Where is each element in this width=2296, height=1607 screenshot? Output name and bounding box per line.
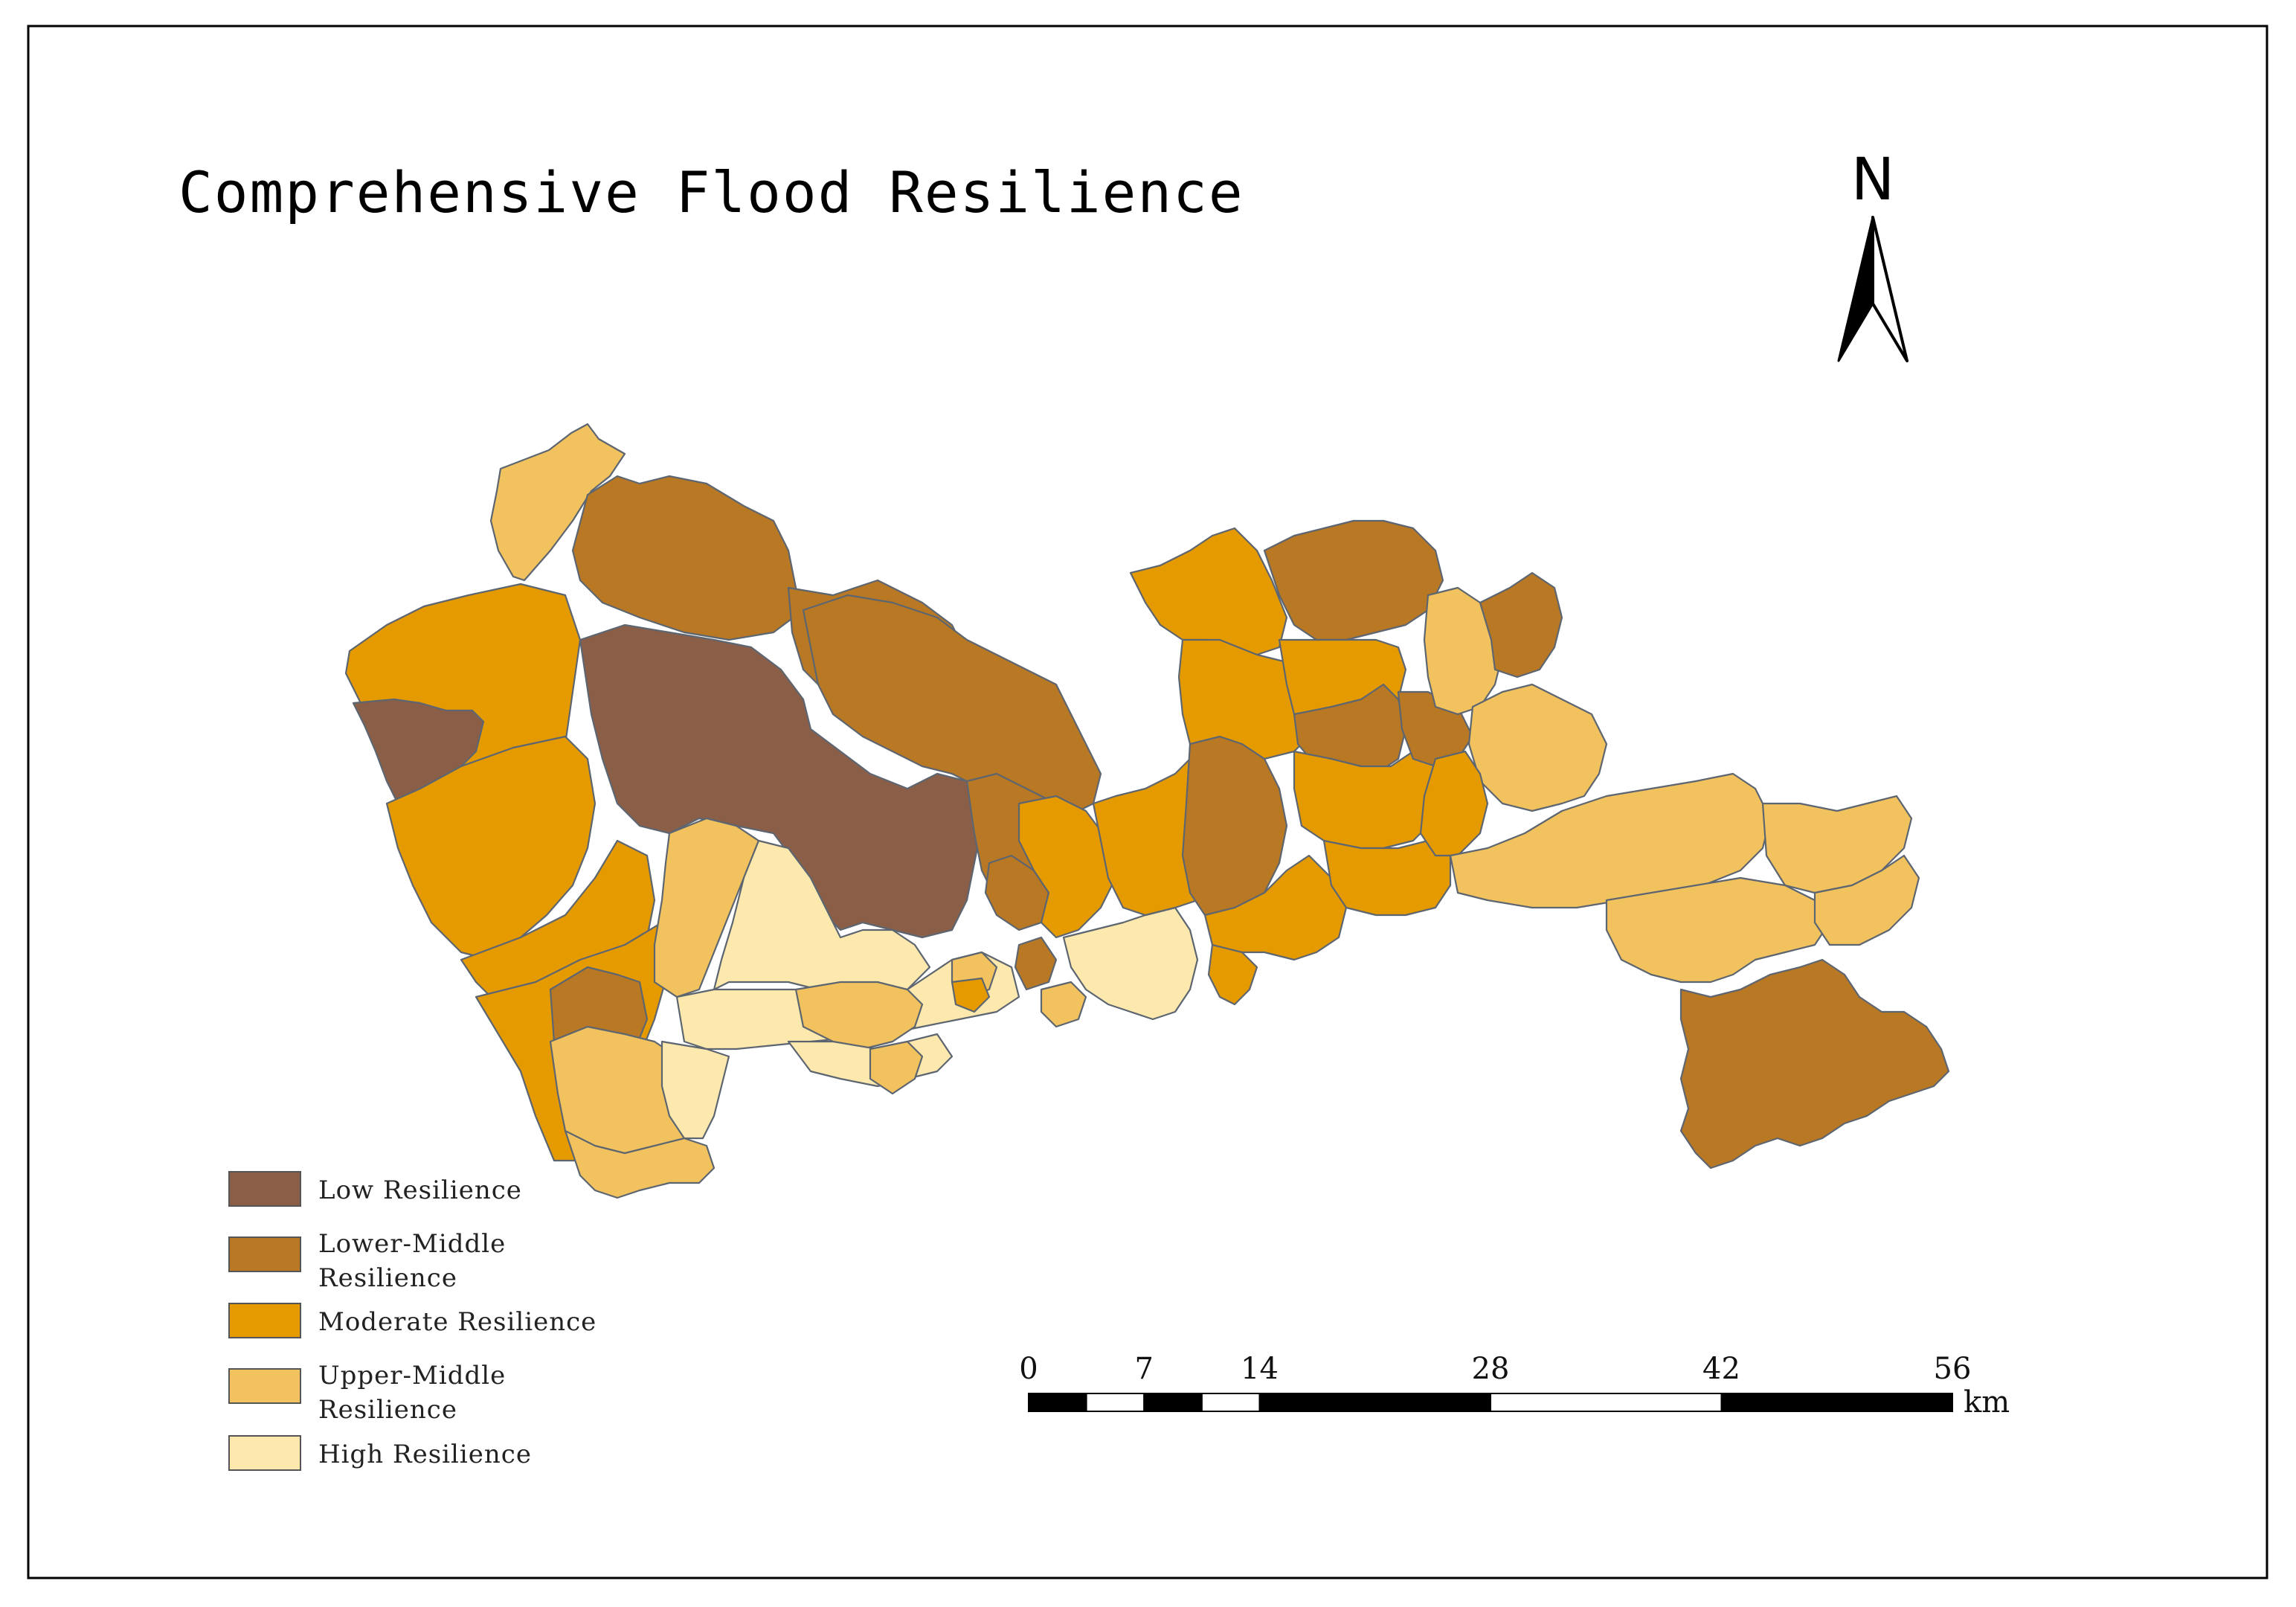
scale-bar-tick-label: 7 [1135, 1352, 1154, 1386]
scale-bar-segment [1200, 1393, 1261, 1412]
district-region[interactable] [564, 1129, 716, 1199]
scale-bar-tick-label: 56 [1934, 1352, 1972, 1386]
legend-label: Lower-Middle [318, 1229, 506, 1259]
district-region[interactable] [1207, 943, 1258, 1006]
district-region[interactable] [1679, 958, 1950, 1170]
district-region[interactable] [1263, 519, 1444, 641]
legend-swatch [228, 1171, 301, 1207]
legend-label: Moderate Resilience [318, 1307, 596, 1337]
district-region[interactable] [1040, 981, 1087, 1028]
legend-item: Low Resilience [228, 1171, 522, 1207]
scale-bar-segment [1085, 1393, 1145, 1412]
district-region[interactable] [385, 735, 596, 961]
districts-layer [344, 423, 1950, 1199]
legend-swatch [228, 1236, 301, 1272]
district-region[interactable] [660, 1040, 730, 1140]
legend-swatch [228, 1303, 301, 1338]
map-neatline [27, 25, 2268, 1579]
scale-bar-tick-label: 28 [1472, 1352, 1510, 1386]
legend-label: Resilience [318, 1395, 457, 1425]
district-region[interactable] [1479, 571, 1563, 679]
district-region[interactable] [951, 977, 991, 1013]
scale-bar-segment [1490, 1393, 1723, 1412]
district-region[interactable] [1423, 586, 1504, 716]
legend-label: Low Resilience [318, 1175, 522, 1205]
legend-item: Upper-Middle Resilience [228, 1361, 506, 1425]
district-region[interactable] [1419, 750, 1489, 857]
district-region[interactable] [1605, 876, 1831, 984]
scale-bar-tick-label: 0 [1019, 1352, 1038, 1386]
legend-item: Moderate Resilience [228, 1303, 596, 1338]
scale-bar-segment [1143, 1393, 1203, 1412]
district-region[interactable] [489, 423, 626, 582]
legend-item: Lower-Middle Resilience [228, 1229, 506, 1293]
district-region[interactable] [1062, 906, 1199, 1021]
map-title: Comprehensive Flood Resilience [179, 159, 1244, 225]
scale-bar-unit: km [1964, 1385, 2010, 1420]
district-region[interactable] [1813, 854, 1920, 946]
district-region[interactable] [653, 817, 760, 998]
scale-bar-segment [1720, 1393, 1953, 1412]
district-region[interactable] [1129, 527, 1288, 656]
district-region[interactable] [869, 1040, 924, 1095]
legend-label: Resilience [318, 1263, 457, 1293]
district-region[interactable] [1017, 795, 1117, 939]
district-region[interactable] [571, 475, 805, 641]
legend-label: High Resilience [318, 1440, 532, 1469]
district-region[interactable] [794, 981, 924, 1051]
scale-bar-segment [1258, 1393, 1491, 1412]
scale-bar-segment [1028, 1393, 1087, 1412]
legend-swatch [228, 1368, 301, 1404]
district-region[interactable] [1322, 839, 1452, 917]
legend-item: High Resilience [228, 1435, 532, 1471]
scale-bar-tick-label: 14 [1241, 1352, 1279, 1386]
legend-label: Upper-Middle [318, 1361, 506, 1391]
district-region[interactable] [1014, 936, 1058, 991]
north-arrow-label: N [1851, 147, 1894, 214]
north-arrow-icon: N [1837, 147, 1908, 362]
district-region[interactable] [1467, 683, 1608, 812]
scale-bar-tick-label: 42 [1702, 1352, 1740, 1386]
legend: Low Resilience Lower-Middle Resilience Mode… [228, 1171, 596, 1471]
legend-swatch [228, 1435, 301, 1471]
